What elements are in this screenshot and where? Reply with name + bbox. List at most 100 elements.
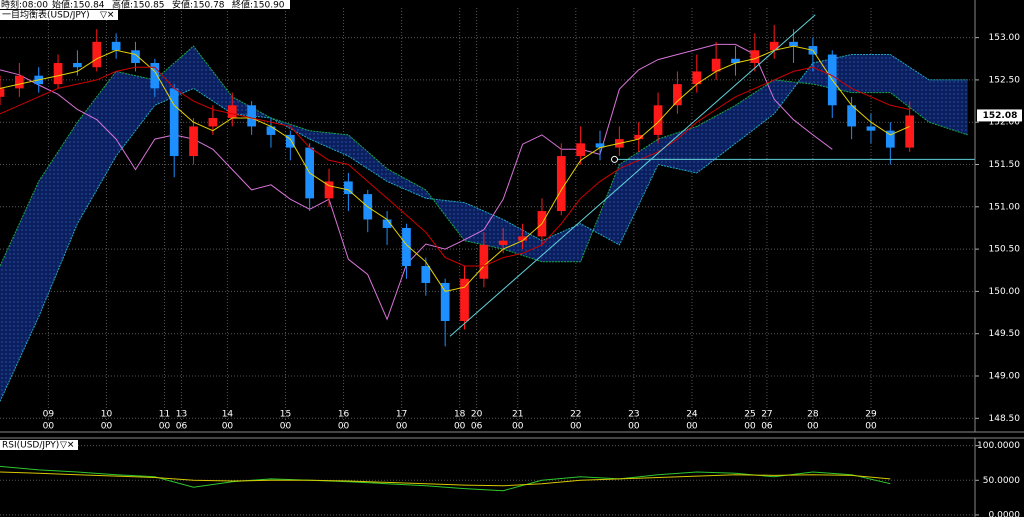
y-tick-label: 150.50 (989, 245, 1021, 255)
x-tick-label: 18 (454, 410, 466, 420)
header-high: 高値:150.85 (112, 0, 165, 11)
y-tick-label: 151.00 (989, 202, 1021, 212)
y-tick-label: 150.00 (989, 287, 1021, 297)
base-line (0, 66, 910, 267)
candle-body (266, 126, 276, 135)
x-tick-label: 21 (512, 410, 523, 420)
x-tick-label: 13 (176, 410, 187, 420)
last-price-label: 152.08 (983, 111, 1018, 121)
panel-icons[interactable]: ▽✕ (60, 441, 74, 451)
candle-body (576, 143, 585, 157)
x-tick-sublabel: 06 (176, 422, 188, 432)
candle-body (847, 105, 856, 127)
y-tick-label: 152.50 (989, 75, 1021, 85)
x-tick-label: 22 (570, 410, 581, 420)
x-tick-label: 09 (43, 410, 55, 420)
candle-body (344, 181, 353, 195)
conversion-line (0, 45, 910, 292)
span-b (0, 54, 968, 402)
y-tick-label: 149.00 (989, 372, 1021, 382)
candle-body (692, 71, 702, 85)
candle-body (15, 75, 24, 89)
rsi-line (0, 465, 891, 492)
candle-body (247, 105, 256, 127)
x-tick-label: 20 (471, 410, 483, 420)
x-tick-sublabel: 00 (101, 422, 113, 432)
x-tick-sublabel: 00 (628, 422, 640, 432)
y-tick-label: 152.00 (989, 118, 1021, 128)
y-tick-label: 149.50 (989, 329, 1021, 339)
candle-body (402, 227, 411, 267)
candle-body (905, 115, 915, 148)
candle-body (73, 62, 82, 68)
candle-body (208, 117, 218, 127)
candle-body (498, 240, 508, 245)
candle-body (731, 58, 740, 63)
x-tick-sublabel: 00 (222, 422, 234, 432)
x-tick-sublabel: 00 (512, 422, 524, 432)
candle-body (460, 278, 469, 322)
candle-body (769, 41, 779, 51)
candle-body (227, 105, 237, 118)
panel-icons[interactable]: ▽✕ (100, 11, 114, 21)
x-tick-label: 14 (222, 410, 234, 420)
x-tick-label: 29 (865, 410, 877, 420)
x-tick-sublabel: 00 (865, 422, 877, 432)
candle-body (53, 62, 63, 85)
candle-body (285, 134, 295, 148)
candle-body (866, 126, 876, 131)
x-tick-label: 25 (744, 410, 755, 420)
header-open: 始値:150.84 (52, 0, 105, 11)
candle-body (150, 62, 160, 89)
candle-body (169, 88, 179, 157)
x-tick-label: 23 (628, 410, 639, 420)
x-tick-label: 11 (159, 410, 170, 420)
candle-body (0, 88, 5, 97)
candle-body (750, 50, 760, 63)
x-tick-label: 28 (807, 410, 819, 420)
candle-body (111, 41, 121, 51)
ichimoku-cloud (0, 46, 968, 402)
main-panel: 148.50 149.00 149.50 150.00 150.50 151.00 151.… (0, 8, 1022, 432)
header-low: 安値:150.78 (172, 0, 225, 11)
candle-body (556, 156, 566, 212)
x-tick-label: 27 (761, 410, 772, 420)
candle-body (653, 105, 663, 135)
x-tick-sublabel: 00 (43, 422, 55, 432)
candle-body (479, 244, 489, 279)
last-price-box (977, 109, 1022, 122)
y-tick-label: 153.00 (989, 33, 1021, 43)
candle-body (634, 134, 644, 140)
x-tick-label: 16 (338, 410, 350, 420)
x-tick-sublabel: 00 (280, 422, 292, 432)
candle-body (189, 126, 198, 157)
x-tick-sublabel: 00 (338, 422, 350, 432)
trendline (449, 14, 816, 337)
candle-body (595, 143, 605, 148)
x-tick-sublabel: 00 (686, 422, 698, 432)
rsi-line (0, 471, 891, 487)
panel-title: RSI(USD/JPY) (2, 441, 59, 451)
x-tick-label: 15 (280, 410, 291, 420)
header-close: 終値:150.90 (232, 0, 285, 11)
y-tick-label: 100.0000 (977, 441, 1020, 451)
header-bar (0, 0, 290, 9)
candle-body (673, 84, 682, 106)
x-tick-sublabel: 00 (570, 422, 582, 432)
candle-body (421, 266, 431, 283)
title-box (0, 10, 118, 20)
x-tick-sublabel: 06 (761, 422, 773, 432)
rsi-panel: 0.0000 50.0000 100.0000 (0, 441, 1020, 517)
candle-body (440, 282, 450, 322)
candle-body (92, 41, 102, 68)
candle-body (711, 58, 721, 72)
y-tick-label: 148.50 (989, 414, 1021, 424)
x-tick-sublabel: 06 (471, 422, 483, 432)
x-tick-label: 24 (686, 410, 698, 420)
y-tick-label: 151.50 (989, 160, 1021, 170)
lagging-span (0, 43, 833, 321)
header-time: 時刻:08:00 (1, 0, 48, 11)
title-box (0, 440, 78, 450)
x-tick-sublabel: 00 (159, 422, 171, 432)
